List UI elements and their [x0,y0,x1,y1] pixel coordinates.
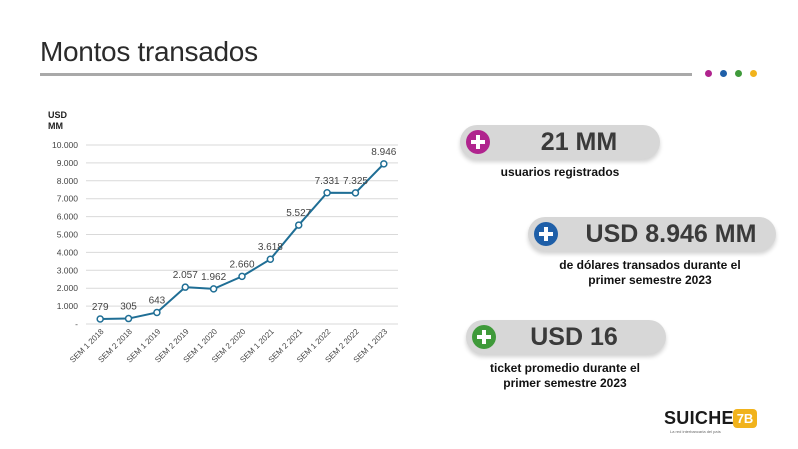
stat-volume-value: USD 8.946 MM [585,220,757,248]
series-line [100,163,385,321]
dot-yellow [750,70,757,77]
data-label: 643 [149,295,166,306]
y-tick-label: 10.000 [52,140,78,150]
stat-volume-description: de dólares transados durante el primer s… [520,258,780,288]
stat-ticket-desc-line-1: ticket promedio durante el [489,361,641,375]
y-tick-label: 6.000 [57,212,79,222]
stat-ticket-value: USD 16 [530,323,618,351]
data-label: 305 [120,302,137,313]
y-tick-label: - [75,319,78,329]
stat-volume-pill: USD 8.946 MM [528,217,776,251]
plus-icon [471,135,485,149]
stat-ticket-description: ticket promedio durante el primer semest… [460,361,670,391]
stat-ticket-pill: USD 16 [466,320,666,354]
data-label: 5.527 [286,208,311,219]
plus-icon [477,330,491,344]
data-label: 2.660 [229,259,254,270]
y-tick-label: 3.000 [57,265,79,275]
data-point [323,189,331,197]
data-point [380,160,388,168]
stat-users-desc-line-1: usuarios registrados [500,165,620,179]
data-point [209,285,218,293]
data-label: 2.057 [173,270,198,281]
y-unit-line-1: USD [48,110,68,120]
data-label: 7.331 [315,176,340,187]
data-label: 1.962 [201,272,226,283]
title-divider [40,73,692,76]
stat-users-icon-circle [466,130,490,154]
page-title: Montos transados [40,36,258,67]
decorative-dots [705,70,757,77]
suiche-logo: SUICHE 7B La red interbancaria del país [664,408,760,436]
y-tick-label: 1.000 [57,301,79,311]
logo-badge: 7B [733,409,757,428]
data-label: 8.946 [371,147,396,158]
y-tick-label: 4.000 [57,247,79,257]
data-point [266,255,275,263]
y-tick-label: 2.000 [57,283,79,293]
y-tick-label: 8.000 [57,176,79,186]
logo-tagline: La red interbancaria del país [670,429,721,434]
y-tick-label: 7.000 [57,194,79,204]
data-point [351,189,360,197]
dot-green [735,70,742,77]
data-point [96,315,104,323]
stat-ticket-desc-line-2: primer semestre 2023 [503,376,627,390]
stat-volume-desc-line-1: de dólares transados durante el [559,258,741,272]
y-unit-line-2: MM [48,121,63,131]
plus-icon [539,227,553,241]
data-point [238,272,246,281]
y-tick-label: 5.000 [57,230,79,240]
stat-users-pill: 21 MM [460,125,660,159]
logo-wordmark: SUICHE [664,408,734,428]
data-point [294,221,303,229]
stat-users-value: 21 MM [540,128,618,156]
dot-magenta [705,70,712,77]
y-unit-label: USD MM [48,110,67,132]
data-point [124,314,133,323]
data-label: 7.325 [343,176,368,187]
data-point [181,283,190,291]
data-label: 3.618 [258,242,283,253]
stat-volume-desc-line-2: primer semestre 2023 [588,273,712,287]
stat-ticket-icon-circle [472,325,496,349]
dot-blue [720,70,727,77]
stat-users-description: usuarios registrados [460,165,660,180]
data-point [153,308,161,317]
stat-volume-icon-circle [534,222,558,246]
y-tick-label: 9.000 [57,158,79,168]
data-label: 279 [92,302,109,313]
